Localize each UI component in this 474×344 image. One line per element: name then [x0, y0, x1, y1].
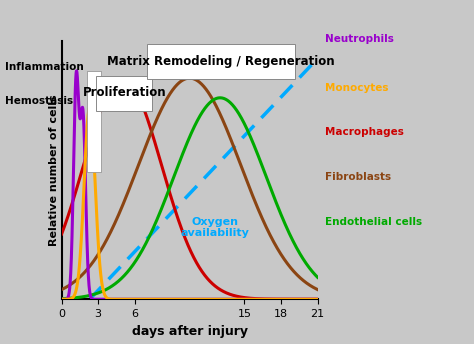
Text: Matrix Remodeling / Regeneration: Matrix Remodeling / Regeneration	[107, 55, 335, 68]
FancyBboxPatch shape	[147, 44, 294, 79]
Text: Neutrophils: Neutrophils	[325, 34, 393, 44]
Text: Proliferation: Proliferation	[82, 86, 166, 99]
Text: Fibroblasts: Fibroblasts	[325, 172, 391, 182]
Y-axis label: Relative number of cells: Relative number of cells	[49, 95, 59, 246]
FancyBboxPatch shape	[96, 76, 153, 111]
Text: Macrophages: Macrophages	[325, 127, 403, 137]
Text: Oxygen
availability: Oxygen availability	[181, 217, 250, 238]
Text: Hemostasis: Hemostasis	[5, 96, 73, 106]
Text: Endothelial cells: Endothelial cells	[325, 217, 422, 227]
X-axis label: days after injury: days after injury	[132, 324, 247, 337]
Text: Monocytes: Monocytes	[325, 83, 388, 93]
FancyBboxPatch shape	[87, 71, 100, 172]
Text: Inflammation: Inflammation	[5, 62, 83, 72]
